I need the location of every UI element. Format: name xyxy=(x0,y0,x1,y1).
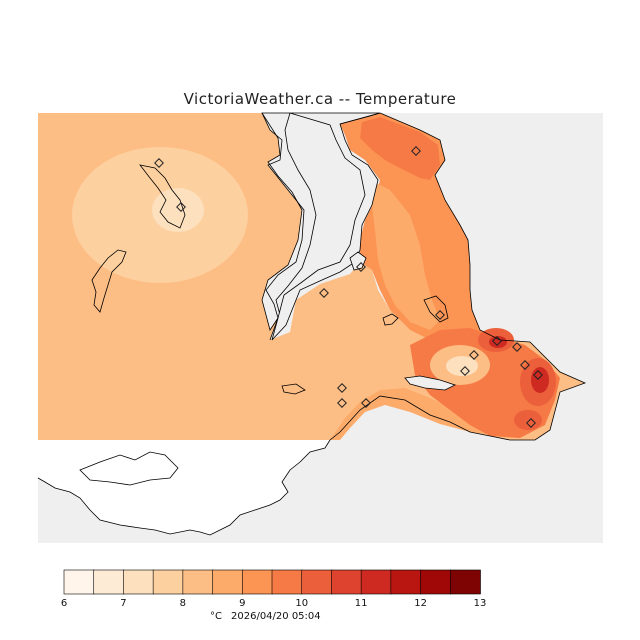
legend-swatch xyxy=(241,569,273,595)
station-marker[interactable] xyxy=(526,418,536,428)
color-legend xyxy=(63,569,481,595)
legend-tick-label: 13 xyxy=(474,598,487,609)
strait-water xyxy=(271,112,381,341)
legend-swatch xyxy=(271,569,303,595)
station-marker[interactable] xyxy=(176,202,186,212)
legend-swatch xyxy=(212,569,244,595)
small-lake-1 xyxy=(423,295,449,323)
legend-tick-label: 9 xyxy=(239,598,245,609)
station-marker[interactable] xyxy=(512,342,522,352)
west-lake-2 xyxy=(91,249,127,313)
station-marker[interactable] xyxy=(492,336,502,346)
legend-swatch xyxy=(63,569,95,595)
legend-ticks: 6 7 8 9 10 11 12 13 xyxy=(61,598,487,609)
peninsula-coastline xyxy=(329,112,587,441)
legend-swatch xyxy=(152,569,184,595)
inner-harbour xyxy=(404,375,457,391)
station-marker[interactable] xyxy=(533,370,543,380)
south-coastline xyxy=(37,439,331,536)
peninsula-mild-core xyxy=(370,180,440,330)
legend-tick-label: 12 xyxy=(414,598,427,609)
legend-swatch xyxy=(420,569,452,595)
station-marker[interactable] xyxy=(319,288,329,298)
station-marker[interactable] xyxy=(356,262,366,272)
oak-bay-hot-core xyxy=(531,367,549,393)
legend-tick-label: 10 xyxy=(295,598,308,609)
station-marker[interactable] xyxy=(337,398,347,408)
legend-swatch xyxy=(123,569,154,595)
station-marker[interactable] xyxy=(469,350,479,360)
map-title: VictoriaWeather.ca -- Temperature xyxy=(183,90,457,108)
legend-tick-label: 7 xyxy=(120,598,126,609)
weather-stations xyxy=(154,146,543,428)
legend-swatch xyxy=(93,569,125,595)
legend-swatch xyxy=(331,569,362,595)
legend-swatch xyxy=(449,569,481,595)
small-lake-2 xyxy=(382,313,399,326)
station-marker[interactable] xyxy=(520,360,530,370)
legend-swatch xyxy=(182,569,214,595)
timestamp: 2026/04/20 05:04 xyxy=(231,611,321,622)
station-marker[interactable] xyxy=(337,383,347,393)
station-marker[interactable] xyxy=(361,398,371,408)
south-island-outline xyxy=(79,451,179,486)
legend-swatch xyxy=(390,569,422,595)
legend-swatch xyxy=(360,569,392,595)
west-lake xyxy=(139,164,186,229)
cool-center-inner xyxy=(152,188,204,232)
legend-unit: °C xyxy=(210,611,222,622)
west-coastline xyxy=(261,112,305,341)
saanich-hot-core xyxy=(489,336,507,348)
peninsula-bay xyxy=(349,251,367,271)
saanich-inlet-water xyxy=(261,112,317,331)
peninsula-warm-core xyxy=(360,117,440,180)
victoria-cool-pocket-inner xyxy=(446,356,478,376)
legend-swatch xyxy=(301,569,333,595)
east-peninsula-area xyxy=(340,113,500,345)
legend-tick-label: 8 xyxy=(180,598,186,609)
east-warm-spot xyxy=(514,410,542,430)
legend-tick-label: 6 xyxy=(61,598,67,609)
station-marker[interactable] xyxy=(154,158,164,168)
station-marker[interactable] xyxy=(460,366,470,376)
station-marker[interactable] xyxy=(435,310,445,320)
small-lake-3 xyxy=(281,383,306,395)
legend-tick-label: 11 xyxy=(355,598,368,609)
station-marker[interactable] xyxy=(411,146,421,156)
